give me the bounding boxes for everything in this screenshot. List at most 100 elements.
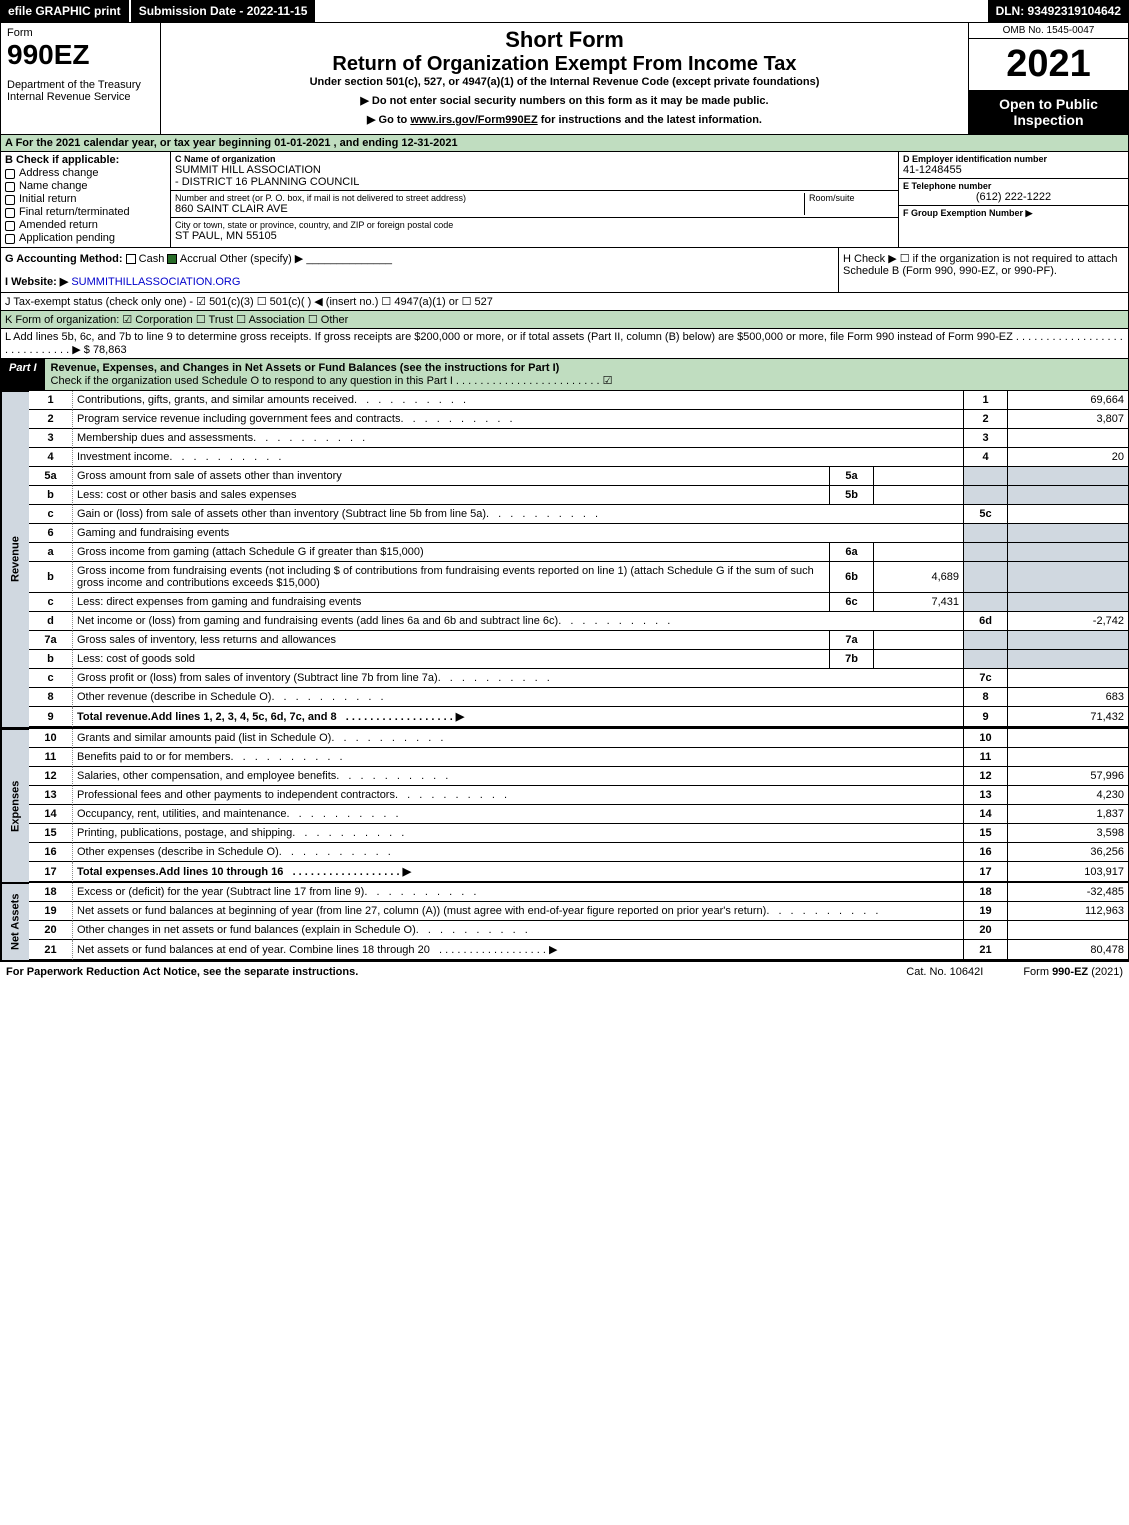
line-desc: Total revenue. Add lines 1, 2, 3, 4, 5c,… bbox=[73, 707, 964, 727]
line-desc: Gross sales of inventory, less returns a… bbox=[73, 631, 830, 650]
checkbox-final-return[interactable] bbox=[5, 208, 15, 218]
room-label: Room/suite bbox=[809, 193, 894, 203]
line-number: 18 bbox=[29, 883, 73, 902]
right-line-number: 3 bbox=[964, 429, 1008, 448]
right-line-number: 14 bbox=[964, 805, 1008, 824]
mid-value bbox=[874, 631, 964, 650]
right-line-number: 10 bbox=[964, 729, 1008, 748]
line-desc: Less: direct expenses from gaming and fu… bbox=[73, 593, 830, 612]
line-desc: Investment income . . . . . . . . . . bbox=[73, 448, 964, 467]
line-desc: Gain or (loss) from sale of assets other… bbox=[73, 505, 964, 524]
line-number: 1 bbox=[29, 391, 73, 410]
submission-date-button[interactable]: Submission Date - 2022-11-15 bbox=[131, 0, 318, 22]
form-number: 990EZ bbox=[7, 39, 154, 71]
mid-line-number: 7a bbox=[830, 631, 874, 650]
cash-label: Cash bbox=[139, 253, 165, 265]
gross-receipts: 78,863 bbox=[93, 344, 127, 356]
checkbox-application-pending[interactable] bbox=[5, 234, 15, 244]
line-desc: Gross income from fundraising events (no… bbox=[73, 562, 830, 593]
line-desc: Printing, publications, postage, and shi… bbox=[73, 824, 964, 843]
checkbox-accrual[interactable] bbox=[167, 254, 177, 264]
irs-link[interactable]: www.irs.gov/Form990EZ bbox=[410, 114, 537, 126]
line-number: 14 bbox=[29, 805, 73, 824]
line-number: 15 bbox=[29, 824, 73, 843]
right-value: 4,230 bbox=[1008, 786, 1128, 805]
line-desc: Salaries, other compensation, and employ… bbox=[73, 767, 964, 786]
right-line-number: 12 bbox=[964, 767, 1008, 786]
title-return: Return of Organization Exempt From Incom… bbox=[169, 53, 960, 76]
street-address: 860 SAINT CLAIR AVE bbox=[175, 203, 804, 215]
checkbox-amended-return[interactable] bbox=[5, 221, 15, 231]
right-line-number: 15 bbox=[964, 824, 1008, 843]
line-desc: Gross profit or (loss) from sales of inv… bbox=[73, 669, 964, 688]
part-1-title: Revenue, Expenses, and Changes in Net As… bbox=[45, 359, 1128, 390]
mid-value bbox=[874, 486, 964, 505]
line-number: 7a bbox=[29, 631, 73, 650]
line-desc: Benefits paid to or for members . . . . … bbox=[73, 748, 964, 767]
g-label: G Accounting Method: bbox=[5, 253, 123, 265]
checkbox-cash[interactable] bbox=[126, 254, 136, 264]
row-a: A For the 2021 calendar year, or tax yea… bbox=[0, 135, 1129, 152]
right-value: -32,485 bbox=[1008, 883, 1128, 902]
right-value: 36,256 bbox=[1008, 843, 1128, 862]
line-number: 12 bbox=[29, 767, 73, 786]
mid-line-number: 7b bbox=[830, 650, 874, 669]
footer: For Paperwork Reduction Act Notice, see … bbox=[0, 960, 1129, 982]
right-value: 80,478 bbox=[1008, 940, 1128, 960]
line-number: c bbox=[29, 593, 73, 612]
right-line-number: 4 bbox=[964, 448, 1008, 467]
check-label: Amended return bbox=[19, 219, 98, 231]
website-link[interactable]: SUMMITHILLASSOCIATION.ORG bbox=[71, 276, 240, 288]
line-number: d bbox=[29, 612, 73, 631]
right-line-number: 5c bbox=[964, 505, 1008, 524]
right-value bbox=[1008, 505, 1128, 524]
org-name: SUMMIT HILL ASSOCIATION - DISTRICT 16 PL… bbox=[175, 164, 894, 188]
right-value: 683 bbox=[1008, 688, 1128, 707]
line-number: 3 bbox=[29, 429, 73, 448]
right-value: 71,432 bbox=[1008, 707, 1128, 727]
right-value bbox=[1008, 429, 1128, 448]
checkbox-address-change[interactable] bbox=[5, 169, 15, 179]
checkbox-name-change[interactable] bbox=[5, 182, 15, 192]
right-line-number bbox=[964, 524, 1008, 543]
open-to-public: Open to Public Inspection bbox=[969, 90, 1128, 134]
directive-1: ▶ Do not enter social security numbers o… bbox=[169, 94, 960, 107]
line-desc: Gaming and fundraising events bbox=[73, 524, 964, 543]
omb-number: OMB No. 1545-0047 bbox=[969, 23, 1128, 39]
mid-line-number: 6a bbox=[830, 543, 874, 562]
right-value bbox=[1008, 669, 1128, 688]
line-number: 8 bbox=[29, 688, 73, 707]
right-line-number bbox=[964, 562, 1008, 593]
right-value bbox=[1008, 921, 1128, 940]
form-header: Form 990EZ Department of the Treasury In… bbox=[0, 23, 1129, 135]
b-label: B Check if applicable: bbox=[5, 154, 166, 166]
line-number: 9 bbox=[29, 707, 73, 727]
line-number: 10 bbox=[29, 729, 73, 748]
line-desc: Net assets or fund balances at end of ye… bbox=[73, 940, 964, 960]
right-line-number: 9 bbox=[964, 707, 1008, 727]
part-1-header: Part I Revenue, Expenses, and Changes in… bbox=[0, 359, 1129, 391]
right-line-number bbox=[964, 486, 1008, 505]
line-number: 5a bbox=[29, 467, 73, 486]
tax-year: 2021 bbox=[969, 39, 1128, 90]
mid-value bbox=[874, 467, 964, 486]
expenses-grid: Expenses10Grants and similar amounts pai… bbox=[0, 727, 1129, 882]
efile-print-button[interactable]: efile GRAPHIC print bbox=[0, 0, 131, 22]
right-value bbox=[1008, 650, 1128, 669]
part-1-check-line: Check if the organization used Schedule … bbox=[51, 375, 613, 387]
mid-value: 4,689 bbox=[874, 562, 964, 593]
ein: 41-1248455 bbox=[903, 164, 1124, 176]
part-1-title-text: Revenue, Expenses, and Changes in Net As… bbox=[51, 362, 560, 374]
line-desc: Other revenue (describe in Schedule O) .… bbox=[73, 688, 964, 707]
right-line-number: 21 bbox=[964, 940, 1008, 960]
line-number: b bbox=[29, 486, 73, 505]
checkbox-initial-return[interactable] bbox=[5, 195, 15, 205]
right-line-number: 20 bbox=[964, 921, 1008, 940]
line-desc: Less: cost of goods sold bbox=[73, 650, 830, 669]
right-line-number: 16 bbox=[964, 843, 1008, 862]
line-desc: Net income or (loss) from gaming and fun… bbox=[73, 612, 964, 631]
mid-line-number: 5a bbox=[830, 467, 874, 486]
mid-line-number: 6b bbox=[830, 562, 874, 593]
check-label: Address change bbox=[19, 167, 99, 179]
title-short-form: Short Form bbox=[169, 27, 960, 53]
